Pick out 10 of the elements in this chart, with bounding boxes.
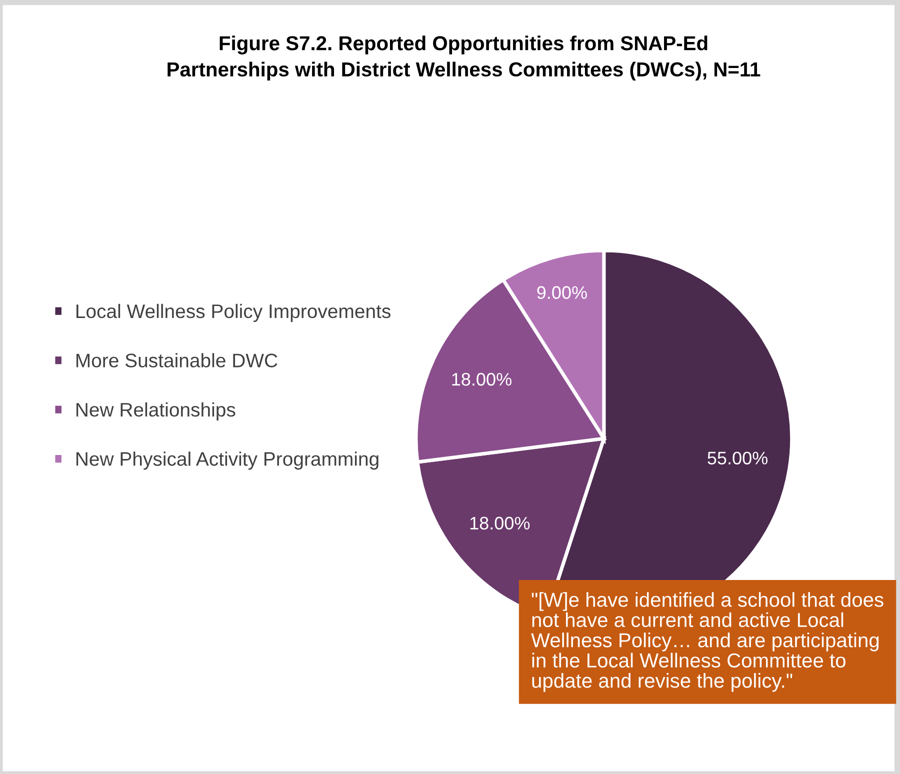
chart-title: Figure S7.2. Reported Opportunities from SNAP-Ed Partnerships with District Wellness Committees (DWCs), N=11 [168,36,760,81]
data-label: 9.00% [537,286,587,299]
legend-label: New Physical Activity Programming [76,452,378,470]
text: "[W]e have identified a school that does not have a current and active Local Wellness Policy… and are participating in the Local Wellness Committee to update and revise the policy." [531,592,884,692]
data-label: 18.00% [470,516,530,530]
legend-label: New Relationships [76,402,236,420]
data-label: 55.00% [708,452,768,464]
legend-label: Local Wellness Policy Improvements [76,304,390,322]
legend-label: More Sustainable DWC [76,353,278,368]
data-label: 18.00% [452,372,512,386]
